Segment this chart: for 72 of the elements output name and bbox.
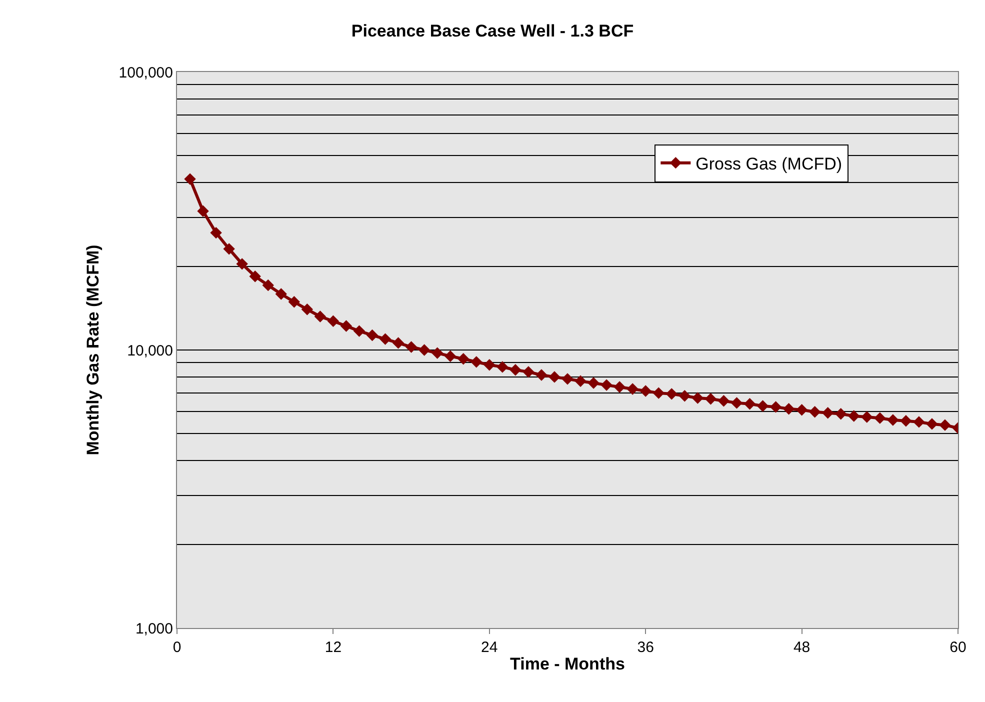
point: [782, 403, 795, 415]
point: [340, 320, 352, 332]
point: [808, 406, 821, 418]
point: [692, 392, 704, 404]
point: [301, 304, 314, 316]
x-tick-label: 48: [793, 639, 810, 656]
point: [730, 397, 743, 409]
point: [913, 416, 925, 428]
point: [314, 310, 326, 322]
point: [405, 341, 418, 353]
y-tick-label: 100,000: [118, 64, 173, 82]
x-tick-label: 12: [324, 639, 342, 656]
point: [444, 350, 456, 362]
point: [600, 379, 612, 391]
point: [470, 356, 482, 368]
point: [874, 412, 886, 424]
point: [236, 258, 248, 270]
point: [484, 359, 496, 371]
point: [288, 296, 300, 308]
point: [431, 347, 444, 359]
point: [197, 205, 209, 217]
point: [652, 387, 664, 399]
point: [626, 383, 638, 395]
point: [926, 418, 938, 430]
point: [574, 375, 586, 387]
point: [223, 243, 235, 255]
point: [900, 415, 912, 427]
x-tick-label: 36: [637, 639, 654, 656]
point: [392, 337, 404, 349]
point: [861, 411, 873, 423]
point: [522, 366, 534, 378]
point: [184, 173, 196, 185]
chart-title: Piceance Base Case Well - 1.3 BCF: [351, 21, 634, 40]
x-axis-title: Time - Months: [510, 654, 625, 674]
point: [678, 390, 690, 402]
point: [848, 410, 860, 422]
point: [822, 407, 834, 419]
x-tick-label: 0: [172, 639, 182, 656]
y-tick-label: 10,000: [127, 342, 173, 360]
point: [458, 353, 470, 365]
x-tick-label: 24: [481, 639, 498, 656]
point: [496, 361, 508, 373]
point: [510, 364, 522, 376]
point: [548, 371, 560, 383]
point: [756, 400, 769, 412]
point: [353, 325, 366, 337]
legend-label: Gross Gas (MCFD): [696, 154, 842, 174]
x-tick-label: 60: [950, 639, 966, 656]
point: [249, 270, 261, 282]
y-axis-title: Monthly Gas Rate (MCFM): [83, 244, 102, 456]
point: [366, 329, 378, 342]
point: [796, 404, 808, 416]
point: [418, 344, 430, 356]
point: [744, 398, 756, 410]
y-tick-label: 1,000: [135, 620, 173, 638]
point: [704, 393, 717, 405]
point: [835, 408, 847, 420]
point: [770, 401, 782, 413]
point: [588, 377, 600, 389]
point: [210, 226, 222, 239]
point: [562, 373, 574, 385]
point: [614, 381, 626, 393]
point: [718, 395, 730, 407]
point: [640, 385, 652, 397]
point: [666, 388, 678, 400]
point: [327, 315, 340, 327]
point: [939, 419, 951, 431]
point: [379, 333, 392, 345]
point: [262, 279, 274, 292]
point: [887, 414, 899, 426]
point: [536, 369, 548, 381]
point: [275, 288, 287, 300]
